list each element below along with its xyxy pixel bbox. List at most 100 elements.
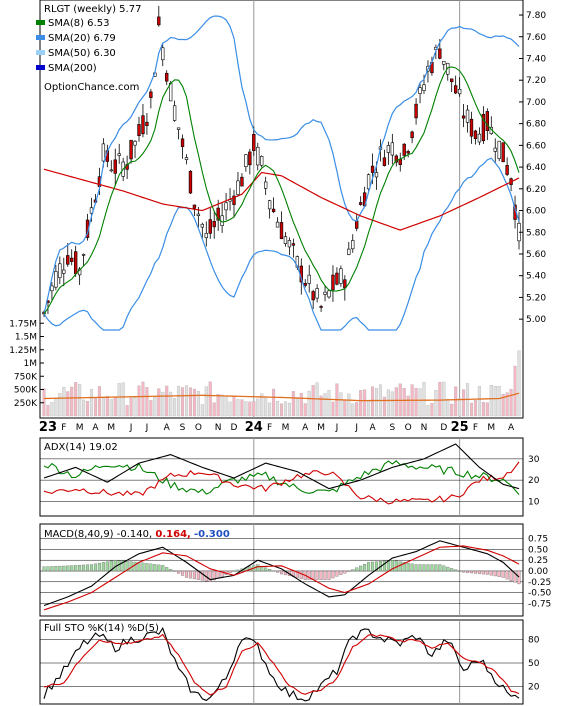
price-tick-label: 5.80 (526, 228, 546, 238)
x-axis-label: A (164, 423, 171, 433)
price-candle (323, 285, 327, 302)
macd-histogram-bar (497, 570, 501, 577)
price-candle (339, 265, 343, 287)
candle-body (382, 157, 387, 166)
candle-body (358, 202, 363, 205)
candle-body (208, 219, 212, 234)
macd-histogram-bar (398, 561, 402, 572)
price-candle (331, 265, 335, 302)
price-tick-label: 7.00 (526, 98, 546, 108)
macd-histogram-bar (216, 570, 220, 579)
indicator-tick-label: 20 (528, 476, 540, 486)
candle-body (180, 138, 185, 147)
volume-bar (430, 402, 434, 417)
indicator-tick-label: 30 (528, 455, 540, 465)
macd-histogram-bar (307, 570, 311, 580)
price-candle (311, 289, 315, 310)
macd-histogram-bar (93, 563, 97, 572)
legend-swatch (36, 35, 45, 40)
macd-histogram-bar (86, 564, 90, 572)
volume-tick-label: 1M (24, 359, 38, 369)
candle-body (335, 272, 339, 285)
candle-body (188, 170, 193, 194)
x-axis-label: F (267, 423, 272, 433)
adx-line (43, 443, 520, 490)
macd-histogram-bar (323, 570, 327, 580)
candle-body (347, 248, 351, 255)
price-candle (212, 211, 216, 239)
macd-histogram-bar (462, 570, 466, 573)
macd-histogram-bar (200, 570, 204, 581)
legend-swatch (36, 65, 45, 70)
price-candle (216, 199, 220, 231)
macd-histogram-bar (501, 570, 505, 578)
macd-histogram-bar (276, 570, 280, 573)
macd-histogram-bar (513, 570, 517, 583)
x-axis-label: A (302, 423, 309, 433)
indicator-tick-label: 0.25 (528, 556, 548, 566)
price-candle (275, 217, 280, 228)
macd-histogram-bar (402, 562, 406, 572)
price-candle (505, 157, 509, 177)
price-candle (176, 127, 181, 140)
candle-body (81, 254, 86, 256)
volume-bar (256, 398, 260, 417)
macd-histogram-bar (177, 570, 181, 574)
candle-body (465, 109, 470, 123)
volume-bar (359, 390, 363, 417)
macd-histogram-bar (458, 570, 462, 572)
sma-long-line (43, 168, 520, 231)
volume-bar (485, 402, 489, 417)
price-candle (465, 105, 470, 133)
volume-bar (374, 388, 379, 417)
price-candle (200, 222, 205, 239)
macd-histogram-bar (355, 567, 359, 572)
candle-body (307, 274, 311, 284)
volume-bar (446, 398, 450, 417)
volume-bars (42, 350, 521, 417)
volume-bar (236, 399, 240, 417)
volume-bar (303, 403, 307, 417)
macd-histogram-bar (517, 570, 521, 585)
macd-histogram-bar (208, 570, 212, 582)
volume-bar (101, 397, 105, 417)
candle-body (442, 60, 446, 65)
volume-bar (86, 401, 90, 417)
price-candle (208, 208, 212, 239)
candle-body (473, 130, 478, 140)
candle-body (370, 165, 375, 173)
volume-bar (58, 393, 62, 417)
candle-body (450, 78, 454, 83)
bollinger-upper (43, 15, 520, 315)
macd-histogram-bar (78, 565, 82, 572)
macd-histogram-bar (70, 565, 74, 572)
macd-histogram-bar (410, 563, 414, 572)
price-candle (180, 134, 185, 159)
macd-histogram-bar (109, 560, 113, 572)
volume-bar (367, 400, 371, 417)
macd-histogram-bar (264, 567, 268, 572)
x-axis-label: M (317, 423, 325, 433)
macd-histogram-bar (454, 569, 458, 572)
price-candle (240, 173, 244, 187)
x-axis-label: M (76, 423, 84, 433)
adx-panel-frame (39, 437, 524, 517)
x-axis-label: O (405, 423, 412, 433)
price-candle (70, 249, 74, 266)
macd-histogram-bar (101, 562, 105, 572)
price-candle (382, 149, 387, 167)
candle-body (263, 181, 268, 189)
macd-histogram-bar (212, 570, 216, 581)
x-axis-label: A (92, 423, 99, 433)
candle-body (422, 84, 426, 91)
x-axis-label: J (129, 423, 133, 433)
indicator-tick-label: 20 (528, 682, 540, 692)
candle-body (149, 91, 153, 98)
candle-body (248, 151, 252, 166)
price-candle (204, 221, 208, 247)
candle-body (406, 151, 410, 154)
price-candle (307, 264, 311, 293)
volume-bar (505, 392, 509, 417)
macd-histogram-bar (493, 570, 497, 577)
volume-bar (442, 381, 446, 417)
